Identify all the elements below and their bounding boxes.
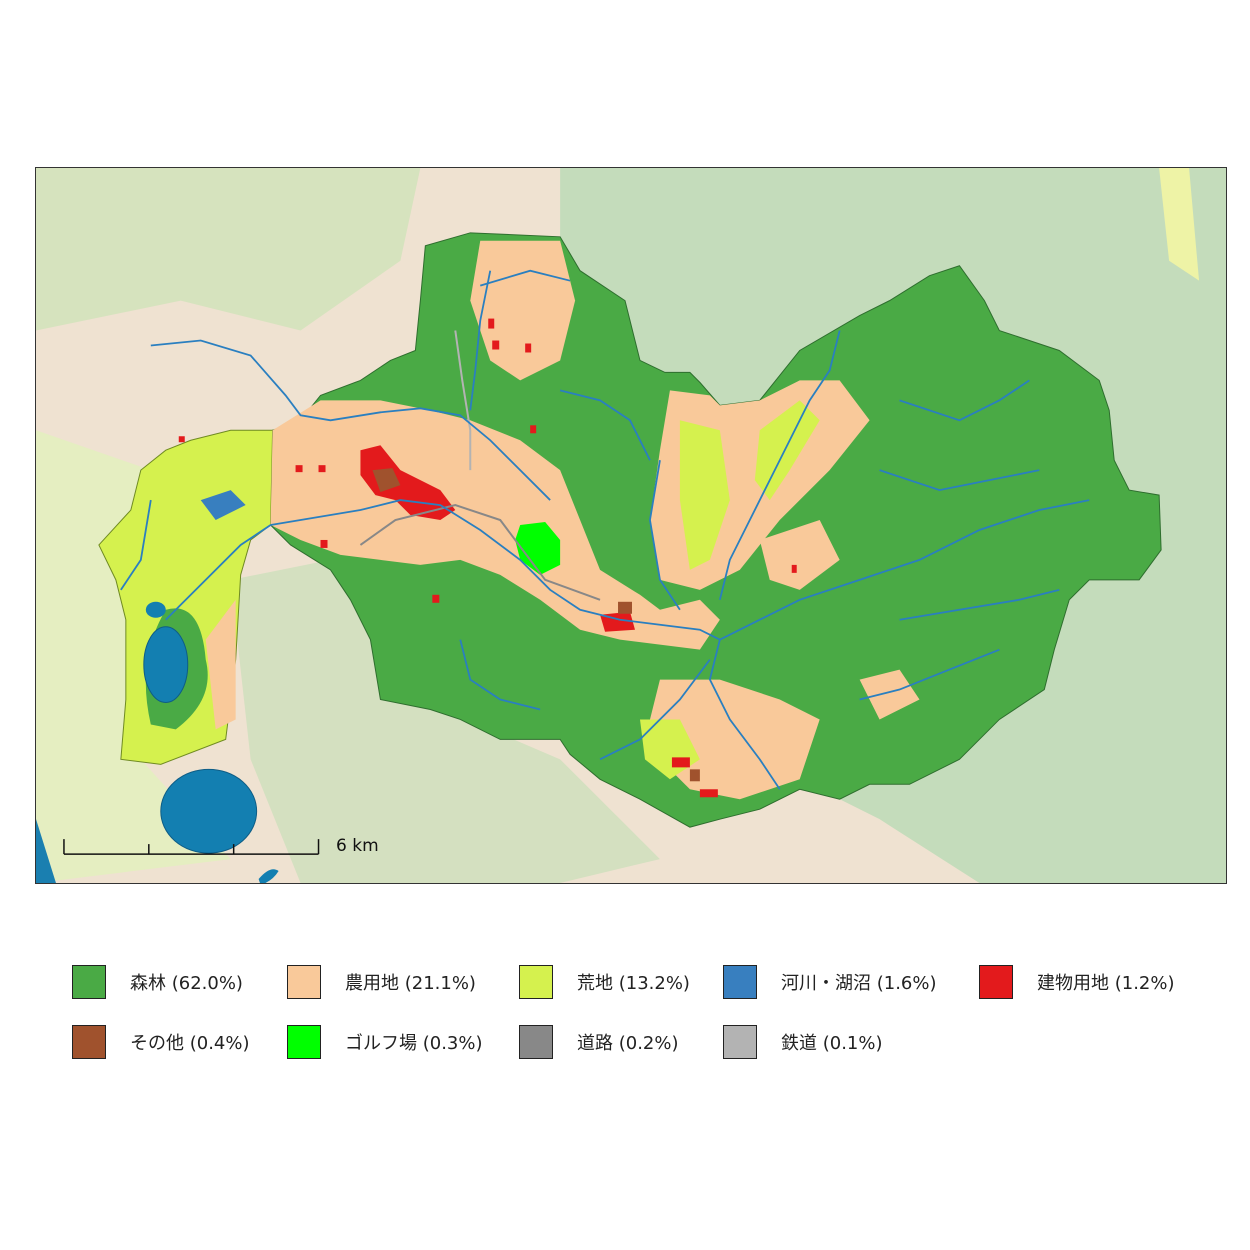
eastern-farm-patch	[759, 520, 840, 590]
river-north	[469, 270, 492, 411]
legend-swatch-other	[72, 1025, 106, 1059]
river-north-branch	[479, 269, 571, 287]
valley-wasteland-2	[754, 400, 820, 501]
other-area-1	[372, 468, 401, 493]
legend-swatch-farmland	[287, 965, 321, 999]
building-6	[295, 465, 303, 473]
legend-item-other: その他 (0.4%)	[72, 1025, 250, 1059]
settlement-2	[699, 789, 718, 798]
building-7	[320, 539, 328, 548]
settlement-1	[671, 757, 690, 768]
building-3	[525, 343, 532, 353]
river-valley	[649, 460, 681, 611]
legend-label-other: その他 (0.4%)	[130, 1033, 250, 1054]
building-10	[178, 436, 185, 443]
building-5	[318, 465, 326, 473]
river-south	[708, 639, 781, 790]
river-middle	[559, 389, 651, 461]
western-farm-patch	[205, 599, 236, 730]
scale-bar-label: 6 km	[336, 836, 379, 856]
river-east-valley	[718, 330, 841, 601]
legend-label-water: 河川・湖沼 (1.6%)	[781, 973, 937, 994]
river-south-west-2	[459, 639, 541, 711]
background-sea	[36, 819, 56, 883]
building-1	[488, 318, 495, 329]
legend-label-golf: ゴルフ場 (0.3%)	[345, 1033, 483, 1054]
river-west	[120, 499, 152, 591]
river-network	[120, 269, 1090, 790]
background-lake	[160, 768, 258, 854]
western-marsh	[200, 490, 246, 521]
background-strip	[1159, 168, 1200, 281]
legend-label-forest: 森林 (62.0%)	[130, 973, 243, 994]
building-9	[791, 564, 797, 573]
legend-swatch-railway	[723, 1025, 757, 1059]
legend-label-building: 建物用地 (1.2%)	[1037, 973, 1175, 994]
land-use-map	[35, 167, 1227, 884]
main-river	[270, 499, 1090, 641]
legend-swatch-forest	[72, 965, 106, 999]
river-east-2	[879, 469, 1040, 492]
river-northwest	[150, 339, 551, 501]
legend-label-farmland: 農用地 (21.1%)	[345, 973, 476, 994]
legend-swatch-wasteland	[519, 965, 553, 999]
river-south-west	[599, 659, 711, 761]
legend-item-road: 道路 (0.2%)	[519, 1025, 679, 1059]
river-east-4	[859, 648, 1000, 701]
town-area	[360, 445, 456, 521]
background-pond	[258, 869, 279, 883]
road-line	[359, 504, 601, 601]
legend-item-water: 河川・湖沼 (1.6%)	[723, 965, 937, 999]
building-8	[432, 594, 440, 603]
legend-item-building: 建物用地 (1.2%)	[979, 965, 1175, 999]
golf-course	[515, 522, 561, 575]
western-lake	[143, 626, 189, 704]
legend-item-forest: 森林 (62.0%)	[72, 965, 243, 999]
railway-line	[454, 330, 472, 471]
scale-bar	[63, 839, 320, 855]
building-4	[530, 425, 537, 434]
map-canvas	[36, 168, 1226, 883]
river-to-lake	[165, 524, 272, 621]
legend-item-railway: 鉄道 (0.1%)	[723, 1025, 883, 1059]
legend-item-golf: ゴルフ場 (0.3%)	[287, 1025, 483, 1059]
south-east-farm-patch	[859, 669, 920, 720]
river-east-3	[899, 588, 1060, 621]
legend-label-wasteland: 荒地 (13.2%)	[577, 973, 690, 994]
background-forest-west	[36, 168, 421, 331]
river-east-1	[899, 379, 1030, 422]
background-forest-south	[230, 559, 660, 883]
legend-label-railway: 鉄道 (0.1%)	[781, 1033, 883, 1054]
legend-swatch-golf	[287, 1025, 321, 1059]
other-area-3	[689, 769, 700, 782]
legend-label-road: 道路 (0.2%)	[577, 1033, 679, 1054]
legend-swatch-building	[979, 965, 1013, 999]
western-pond	[145, 601, 166, 618]
building-2	[492, 340, 500, 350]
legend-swatch-road	[519, 1025, 553, 1059]
legend-item-farmland: 農用地 (21.1%)	[287, 965, 476, 999]
legend-swatch-water	[723, 965, 757, 999]
other-area-2	[618, 601, 632, 614]
legend-item-wasteland: 荒地 (13.2%)	[519, 965, 690, 999]
valley-wasteland	[679, 420, 730, 570]
